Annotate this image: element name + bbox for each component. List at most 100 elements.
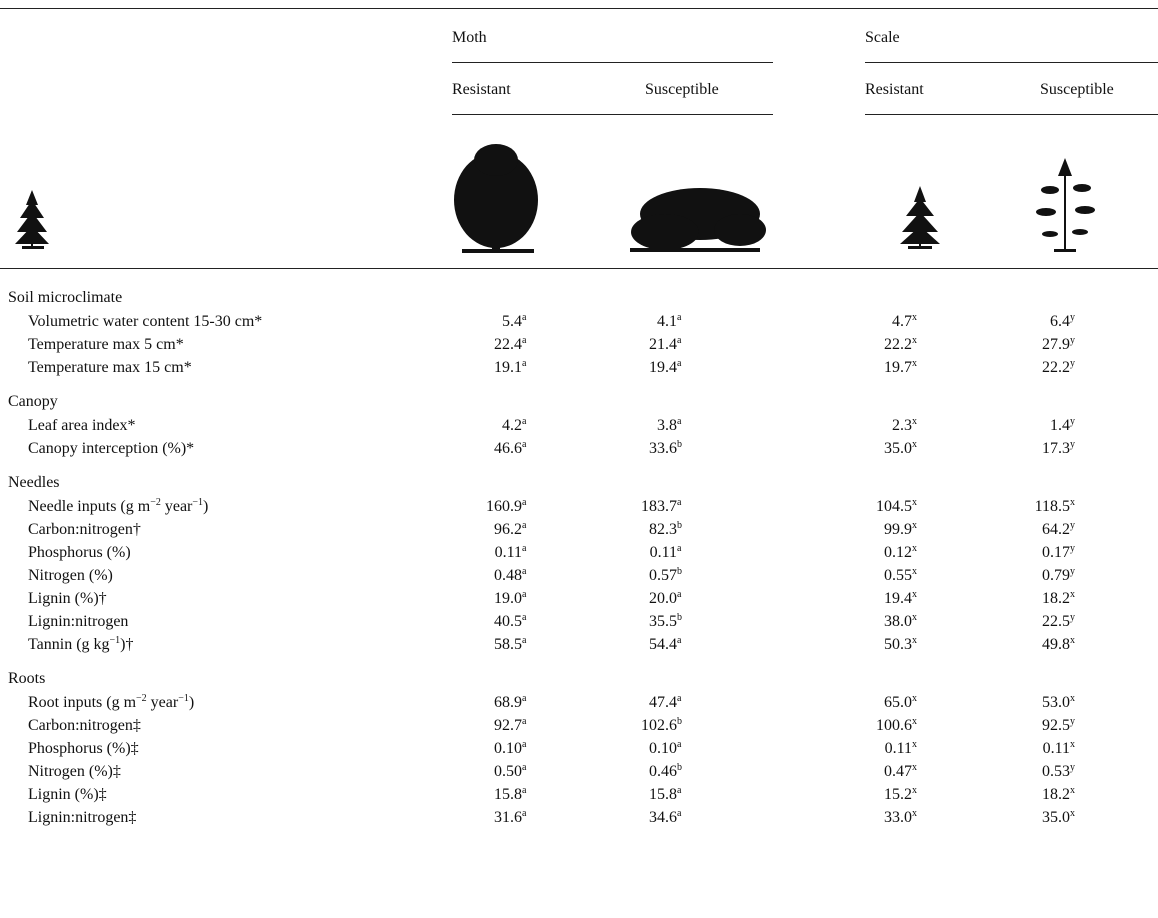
cell-value: 15.8 [649, 786, 677, 803]
cell-value: 92.7 [494, 717, 522, 734]
table-cell: 92.7a [452, 716, 532, 736]
table-cell: 0.11a [607, 543, 687, 563]
column-rule [452, 114, 773, 115]
cell-value: 22.2 [884, 336, 912, 353]
cell-value: 6.4 [1050, 313, 1070, 330]
table-cell: 1.4y [1000, 416, 1080, 436]
table-cell: 0.11x [842, 739, 922, 759]
table-cell: 19.4a [607, 358, 687, 378]
table-cell: 15.8a [607, 785, 687, 805]
cell-value: 38.0 [884, 613, 912, 630]
label-text: Temperature max 5 cm* [28, 336, 184, 353]
table-cell: 18.2x [1000, 785, 1080, 805]
row-label: Lignin:nitrogen‡ [28, 808, 136, 828]
row-label: Lignin (%)‡ [28, 785, 107, 805]
table-cell: 0.17y [1000, 543, 1080, 563]
cell-value: 5.4 [502, 313, 522, 330]
label-text: Lignin:nitrogen‡ [28, 809, 136, 826]
label-text: Leaf area index* [28, 417, 135, 434]
cell-value: 68.9 [494, 694, 522, 711]
table-cell: 183.7a [607, 497, 687, 517]
column-header: Resistant [452, 80, 511, 100]
cell-value: 18.2 [1042, 590, 1070, 607]
cell-value: 92.5 [1042, 717, 1070, 734]
cell-value: 0.11 [495, 544, 522, 561]
label-text: Nitrogen (%) [28, 567, 113, 584]
table-cell: 19.0a [452, 589, 532, 609]
cell-value: 49.8 [1042, 636, 1070, 653]
cell-value: 22.5 [1042, 613, 1070, 630]
label-text: Phosphorus (%) [28, 544, 131, 561]
table-cell: 49.8x [1000, 635, 1080, 655]
cell-value: 65.0 [884, 694, 912, 711]
tree-illustrations [0, 0, 1158, 918]
table-cell: 68.9a [452, 693, 532, 713]
table-cell: 2.3x [842, 416, 922, 436]
table-cell: 35.0x [1000, 808, 1080, 828]
label-text: ) [203, 498, 208, 515]
table-cell: 92.5y [1000, 716, 1080, 736]
table-cell: 17.3y [1000, 439, 1080, 459]
table-cell: 33.6b [607, 439, 687, 459]
label-text: Lignin (%)† [28, 590, 107, 607]
cell-value: 3.8 [657, 417, 677, 434]
table-cell: 22.5y [1000, 612, 1080, 632]
superscript: −1 [110, 635, 121, 646]
row-label: Temperature max 15 cm* [28, 358, 192, 378]
cell-value: 34.6 [649, 809, 677, 826]
table-cell: 104.5x [842, 497, 922, 517]
row-label: Needle inputs (g m−2 year−1) [28, 497, 208, 517]
cell-value: 35.5 [649, 613, 677, 630]
table-cell: 0.47x [842, 762, 922, 782]
cell-value: 0.79 [1042, 567, 1070, 584]
cell-value: 31.6 [494, 809, 522, 826]
cell-value: 0.50 [494, 763, 522, 780]
table-cell: 35.0x [842, 439, 922, 459]
cell-value: 40.5 [494, 613, 522, 630]
row-label: Tannin (g kg−1)† [28, 635, 134, 655]
table-cell: 0.10a [452, 739, 532, 759]
table-cell: 0.46b [607, 762, 687, 782]
table-cell: 0.57b [607, 566, 687, 586]
table-cell: 64.2y [1000, 520, 1080, 540]
cell-value: 19.1 [494, 359, 522, 376]
cell-value: 96.2 [494, 521, 522, 538]
label-text: Volumetric water content 15-30 cm* [28, 313, 262, 330]
cell-value: 20.0 [649, 590, 677, 607]
table-cell: 35.5b [607, 612, 687, 632]
table-cell: 6.4y [1000, 312, 1080, 332]
label-text: )† [120, 636, 133, 653]
label-text: Tannin (g kg [28, 636, 110, 653]
table-cell: 0.12x [842, 543, 922, 563]
group-header: Moth [452, 28, 487, 48]
table-cell: 47.4a [607, 693, 687, 713]
cell-value: 0.10 [649, 740, 677, 757]
cell-value: 160.9 [486, 498, 522, 515]
table-cell: 4.7x [842, 312, 922, 332]
superscript: −2 [136, 693, 147, 704]
column-header: Susceptible [1040, 80, 1114, 100]
table-cell: 22.2y [1000, 358, 1080, 378]
row-label: Carbon:nitrogen‡ [28, 716, 141, 736]
cell-value: 183.7 [641, 498, 677, 515]
table-cell: 0.53y [1000, 762, 1080, 782]
cell-value: 27.9 [1042, 336, 1070, 353]
row-label: Lignin:nitrogen [28, 612, 128, 632]
cell-value: 35.0 [884, 440, 912, 457]
cell-value: 22.4 [494, 336, 522, 353]
label-text: Canopy interception (%)* [28, 440, 194, 457]
table-cell: 15.8a [452, 785, 532, 805]
table-cell: 0.10a [607, 739, 687, 759]
group-header: Scale [865, 28, 900, 48]
column-header: Resistant [865, 80, 924, 100]
table-cell: 18.2x [1000, 589, 1080, 609]
cell-value: 82.3 [649, 521, 677, 538]
table-cell: 19.7x [842, 358, 922, 378]
cell-value: 19.0 [494, 590, 522, 607]
tree-icon [900, 186, 940, 249]
cell-value: 17.3 [1042, 440, 1070, 457]
row-label: Temperature max 5 cm* [28, 335, 184, 355]
table-cell: 99.9x [842, 520, 922, 540]
cell-value: 47.4 [649, 694, 677, 711]
cell-value: 104.5 [876, 498, 912, 515]
